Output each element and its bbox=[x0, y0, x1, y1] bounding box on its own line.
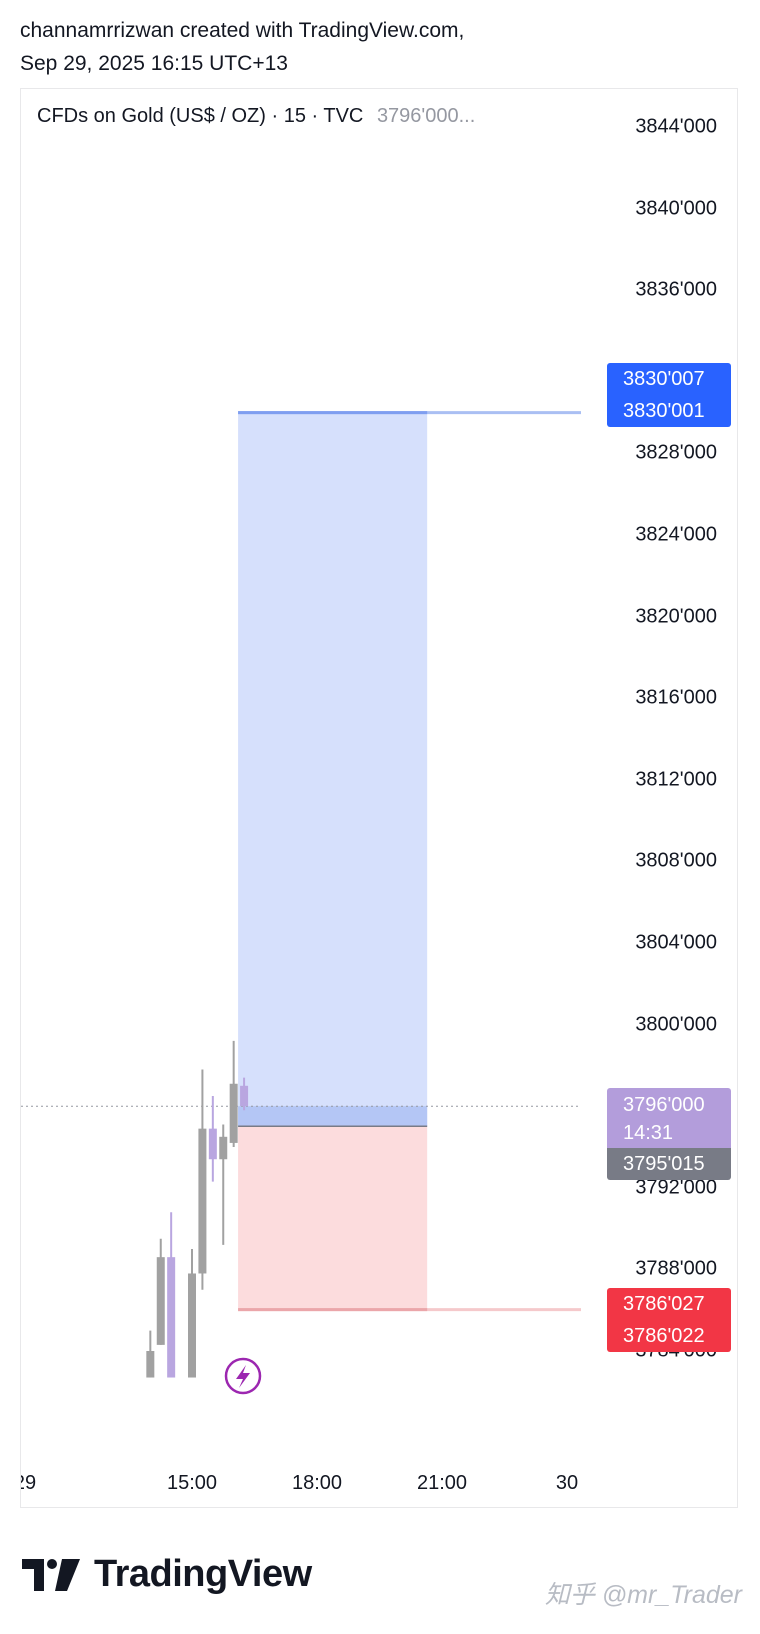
entry-price-value: 3795'015 bbox=[623, 1153, 705, 1175]
symbol-title: CFDs on Gold (US$ / OZ) · 15 · TVC bbox=[37, 105, 364, 127]
bar-countdown: 14:31 bbox=[623, 1122, 674, 1144]
y-tick-label: 3800'000 bbox=[635, 1013, 717, 1036]
stop-value: 3786'027 bbox=[623, 1293, 705, 1315]
chart-panel[interactable]: CFDs on Gold (US$ / OZ) · 15 · TVC 3796'… bbox=[20, 88, 738, 1508]
open-profit-zone bbox=[238, 1106, 428, 1127]
y-tick-label: 3844'000 bbox=[635, 115, 717, 138]
y-tick-label: 3840'000 bbox=[635, 197, 717, 220]
timestamp-line: Sep 29, 2025 16:15 UTC+13 bbox=[20, 52, 288, 75]
x-tick-label: 30 bbox=[555, 1472, 579, 1494]
y-tick-label: 3788'000 bbox=[635, 1257, 717, 1280]
candle-body-5 bbox=[208, 1128, 217, 1160]
symbol-legend: CFDs on Gold (US$ / OZ) · 15 · TVC 3796'… bbox=[37, 105, 475, 128]
y-tick-label: 3828'000 bbox=[635, 441, 717, 464]
current-price-label: 3796'000 14:31 bbox=[607, 1088, 731, 1148]
profit-zone bbox=[238, 412, 428, 1127]
candle-body-6 bbox=[219, 1136, 228, 1160]
candle-body-1 bbox=[156, 1257, 165, 1345]
brand-name: TradingView bbox=[94, 1553, 312, 1595]
y-tick-label: 3812'000 bbox=[635, 768, 717, 791]
x-tick-label: 18:00 bbox=[291, 1472, 343, 1494]
author-line: channamrrizwan created with TradingView.… bbox=[20, 19, 465, 42]
loss-zone bbox=[238, 1126, 428, 1310]
candle-body-3 bbox=[188, 1273, 196, 1378]
y-tick-label: 3792'000 bbox=[635, 1176, 717, 1199]
y-tick-label: 3804'000 bbox=[635, 931, 717, 954]
lightning-icon-bolt bbox=[236, 1365, 250, 1388]
target-top-value: 3830'007 bbox=[623, 368, 705, 390]
candle-body-7 bbox=[229, 1083, 238, 1143]
x-tick-label: 29 bbox=[21, 1472, 37, 1494]
chart-author-header: channamrrizwan created with TradingView.… bbox=[20, 14, 464, 80]
x-tick-label: 21:00 bbox=[416, 1472, 468, 1494]
tradingview-logo: TradingView bbox=[22, 1553, 312, 1596]
y-tick-label: 3816'000 bbox=[635, 686, 717, 709]
candle-body-0 bbox=[146, 1351, 155, 1378]
candle-body-2 bbox=[167, 1257, 176, 1378]
target-value: 3830'001 bbox=[623, 400, 705, 422]
candle-body-8 bbox=[240, 1085, 249, 1107]
y-tick-label: 3808'000 bbox=[635, 849, 717, 872]
stop-bottom-value: 3786'022 bbox=[623, 1325, 705, 1347]
y-tick-label: 3836'000 bbox=[635, 278, 717, 301]
stop-price-label: 3786'027 3786'022 bbox=[607, 1288, 731, 1352]
current-price-value: 3796'000 bbox=[623, 1094, 705, 1116]
price-chart-svg[interactable] bbox=[21, 89, 738, 1508]
target-price-label: 3830'007 3830'001 bbox=[607, 363, 731, 427]
candle-body-4 bbox=[198, 1128, 207, 1274]
symbol-last-price: 3796'000... bbox=[376, 105, 476, 127]
y-tick-label: 3824'000 bbox=[635, 523, 717, 546]
watermark-text: 知乎 @mr_Trader bbox=[544, 1581, 742, 1609]
y-tick-label: 3820'000 bbox=[635, 605, 717, 628]
x-tick-label: 15:00 bbox=[166, 1472, 218, 1494]
entry-price-label: 3795'015 bbox=[607, 1148, 731, 1180]
tradingview-logo-icon bbox=[22, 1558, 80, 1591]
